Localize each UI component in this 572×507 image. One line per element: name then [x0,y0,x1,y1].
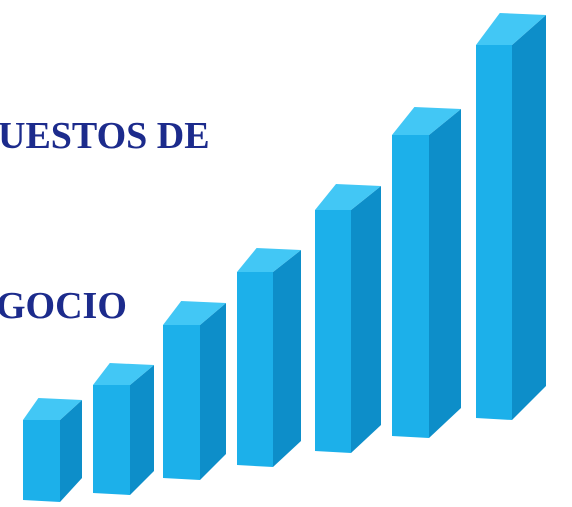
bar-face [476,13,546,45]
bar-face [93,363,154,385]
bar-face [392,135,429,438]
bar-face [273,250,301,467]
bar-face [163,325,200,480]
bar-face [237,248,301,272]
bar-face [163,301,226,325]
heading-line: UESTOS DE [0,115,210,157]
bar-face [23,420,60,502]
bar-face [512,15,546,420]
bar-face [351,186,381,453]
bar-face [200,303,226,480]
bar-face [237,272,273,467]
bar-face [315,184,381,210]
bar-face [60,400,82,502]
bar-face [93,385,130,495]
heading-line: GOCIO [0,285,127,327]
bar-graphic [23,13,546,502]
bar-face [130,365,154,495]
bar-face [23,398,82,420]
bar-face [429,109,461,438]
bar-face [392,107,461,135]
bar-face [476,45,512,420]
bar-face [315,210,351,453]
